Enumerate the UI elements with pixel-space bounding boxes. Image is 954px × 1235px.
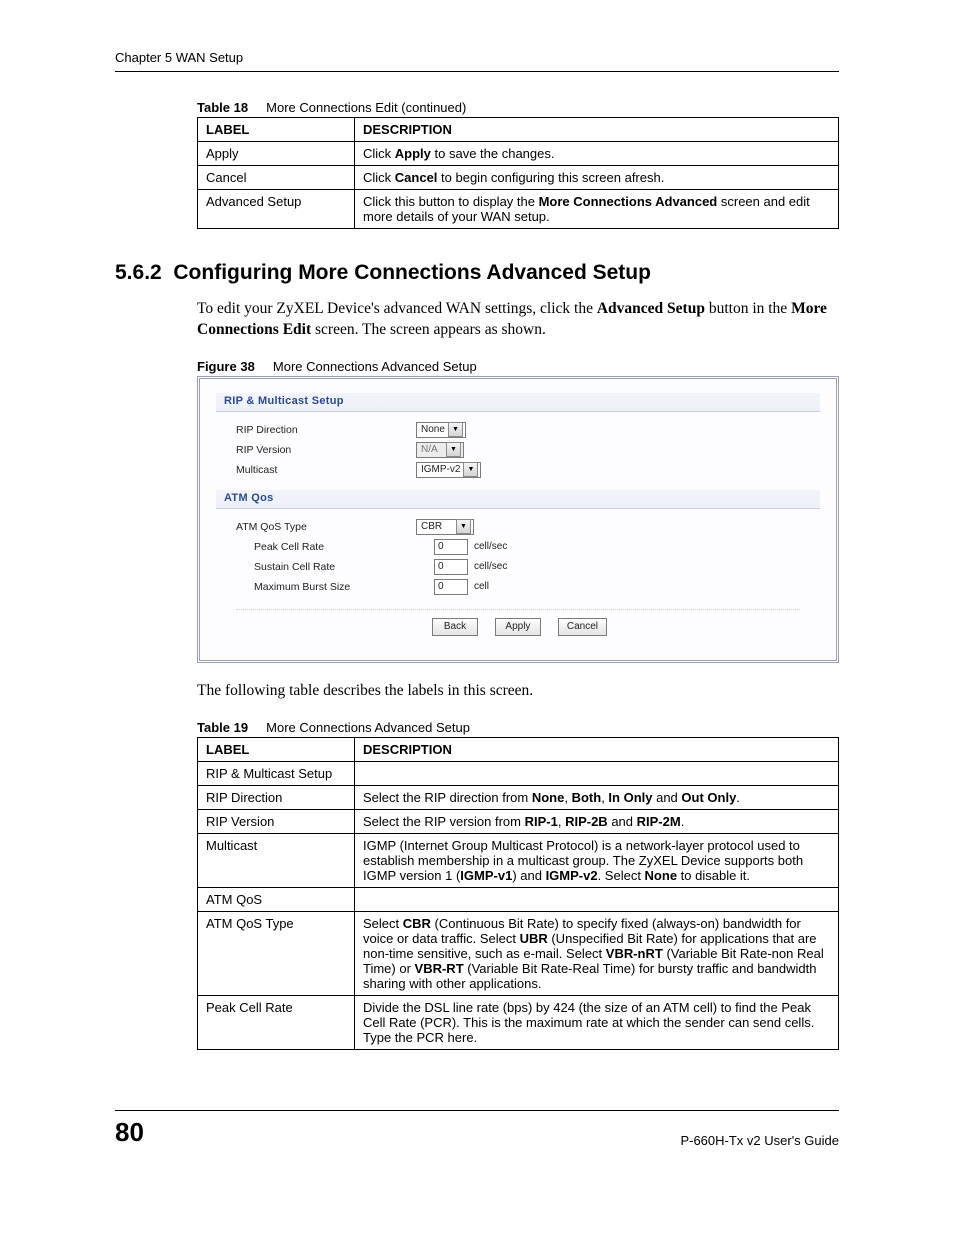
cell-label: Cancel: [198, 166, 355, 190]
table19-intro: The following table describes the labels…: [197, 681, 839, 702]
multicast-label: Multicast: [236, 464, 416, 476]
figure-caption-text: More Connections Advanced Setup: [273, 359, 477, 374]
cell-desc: [355, 761, 839, 785]
cell-desc: [355, 887, 839, 911]
chevron-down-icon: ▼: [463, 462, 478, 477]
table19: LABEL DESCRIPTION RIP & Multicast Setup …: [197, 737, 839, 1050]
peak-cell-rate-input[interactable]: 0: [434, 539, 468, 555]
cell-label: Apply: [198, 142, 355, 166]
cell-label: Peak Cell Rate: [198, 995, 355, 1049]
table18-th-label: LABEL: [198, 118, 355, 142]
table-row: RIP Direction Select the RIP direction f…: [198, 785, 839, 809]
table19-caption-label: Table 19: [197, 720, 248, 735]
chevron-down-icon: ▼: [448, 422, 463, 437]
panel-atm-title: ATM Qos: [216, 490, 820, 509]
burst-unit: cell: [474, 581, 489, 592]
cell-desc: Click Cancel to begin configuring this s…: [355, 166, 839, 190]
cell-desc: Select the RIP direction from None, Both…: [355, 785, 839, 809]
table-row: Peak Cell Rate Divide the DSL line rate …: [198, 995, 839, 1049]
figure-screenshot: RIP & Multicast Setup RIP Direction None…: [197, 376, 839, 663]
cell-desc: Click Apply to save the changes.: [355, 142, 839, 166]
table19-th-desc: DESCRIPTION: [355, 737, 839, 761]
table19-caption: Table 19 More Connections Advanced Setup: [197, 720, 839, 735]
rip-direction-label: RIP Direction: [236, 424, 416, 436]
table-row: Advanced Setup Click this button to disp…: [198, 190, 839, 229]
table19-th-label: LABEL: [198, 737, 355, 761]
table-row: Cancel Click Cancel to begin configuring…: [198, 166, 839, 190]
cell-desc: IGMP (Internet Group Multicast Protocol)…: [355, 833, 839, 887]
cell-desc: Select the RIP version from RIP-1, RIP-2…: [355, 809, 839, 833]
table18-caption-text: More Connections Edit (continued): [266, 100, 466, 115]
cell-desc: Click this button to display the More Co…: [355, 190, 839, 229]
cell-label: ATM QoS Type: [198, 911, 355, 995]
rip-direction-select[interactable]: None ▼: [416, 422, 466, 438]
panel-rip-title: RIP & Multicast Setup: [216, 393, 820, 412]
table-row: RIP Version Select the RIP version from …: [198, 809, 839, 833]
table-row: Apply Click Apply to save the changes.: [198, 142, 839, 166]
cell-label: Advanced Setup: [198, 190, 355, 229]
cell-desc: Divide the DSL line rate (bps) by 424 (t…: [355, 995, 839, 1049]
table18-caption-label: Table 18: [197, 100, 248, 115]
figure-caption-label: Figure 38: [197, 359, 255, 374]
table19-caption-text: More Connections Advanced Setup: [266, 720, 470, 735]
table-row: ATM QoS: [198, 887, 839, 911]
table-row: RIP & Multicast Setup: [198, 761, 839, 785]
rip-version-label: RIP Version: [236, 444, 416, 456]
chevron-down-icon: ▼: [446, 442, 461, 457]
table18-th-desc: DESCRIPTION: [355, 118, 839, 142]
cell-label: RIP Direction: [198, 785, 355, 809]
sustain-cell-rate-label: Sustain Cell Rate: [236, 561, 434, 573]
chevron-down-icon: ▼: [456, 519, 471, 534]
multicast-select[interactable]: IGMP-v2 ▼: [416, 462, 481, 478]
peak-unit: cell/sec: [474, 541, 507, 552]
atm-qos-type-select[interactable]: CBR ▼: [416, 519, 474, 535]
cancel-button[interactable]: Cancel: [558, 618, 607, 636]
apply-button[interactable]: Apply: [495, 618, 541, 636]
peak-cell-rate-label: Peak Cell Rate: [236, 541, 434, 553]
table-row: ATM QoS Type Select CBR (Continuous Bit …: [198, 911, 839, 995]
max-burst-size-input[interactable]: 0: [434, 579, 468, 595]
cell-label: ATM QoS: [198, 887, 355, 911]
max-burst-size-label: Maximum Burst Size: [236, 581, 434, 593]
cell-label: RIP & Multicast Setup: [198, 761, 355, 785]
table18: LABEL DESCRIPTION Apply Click Apply to s…: [197, 117, 839, 229]
rip-version-select[interactable]: N/A ▼: [416, 442, 464, 458]
section-heading: 5.6.2 Configuring More Connections Advan…: [115, 261, 839, 285]
cell-desc: Select CBR (Continuous Bit Rate) to spec…: [355, 911, 839, 995]
back-button[interactable]: Back: [432, 618, 478, 636]
atm-qos-type-label: ATM QoS Type: [236, 521, 416, 533]
section-intro: To edit your ZyXEL Device's advanced WAN…: [197, 299, 839, 341]
page-number: 80: [115, 1117, 144, 1148]
cell-label: RIP Version: [198, 809, 355, 833]
table18-caption: Table 18 More Connections Edit (continue…: [197, 100, 839, 115]
sustain-cell-rate-input[interactable]: 0: [434, 559, 468, 575]
cell-label: Multicast: [198, 833, 355, 887]
sustain-unit: cell/sec: [474, 561, 507, 572]
table-row: Multicast IGMP (Internet Group Multicast…: [198, 833, 839, 887]
figure-caption: Figure 38 More Connections Advanced Setu…: [197, 359, 839, 374]
guide-title: P-660H-Tx v2 User's Guide: [680, 1133, 839, 1148]
chapter-header: Chapter 5 WAN Setup: [115, 50, 839, 72]
